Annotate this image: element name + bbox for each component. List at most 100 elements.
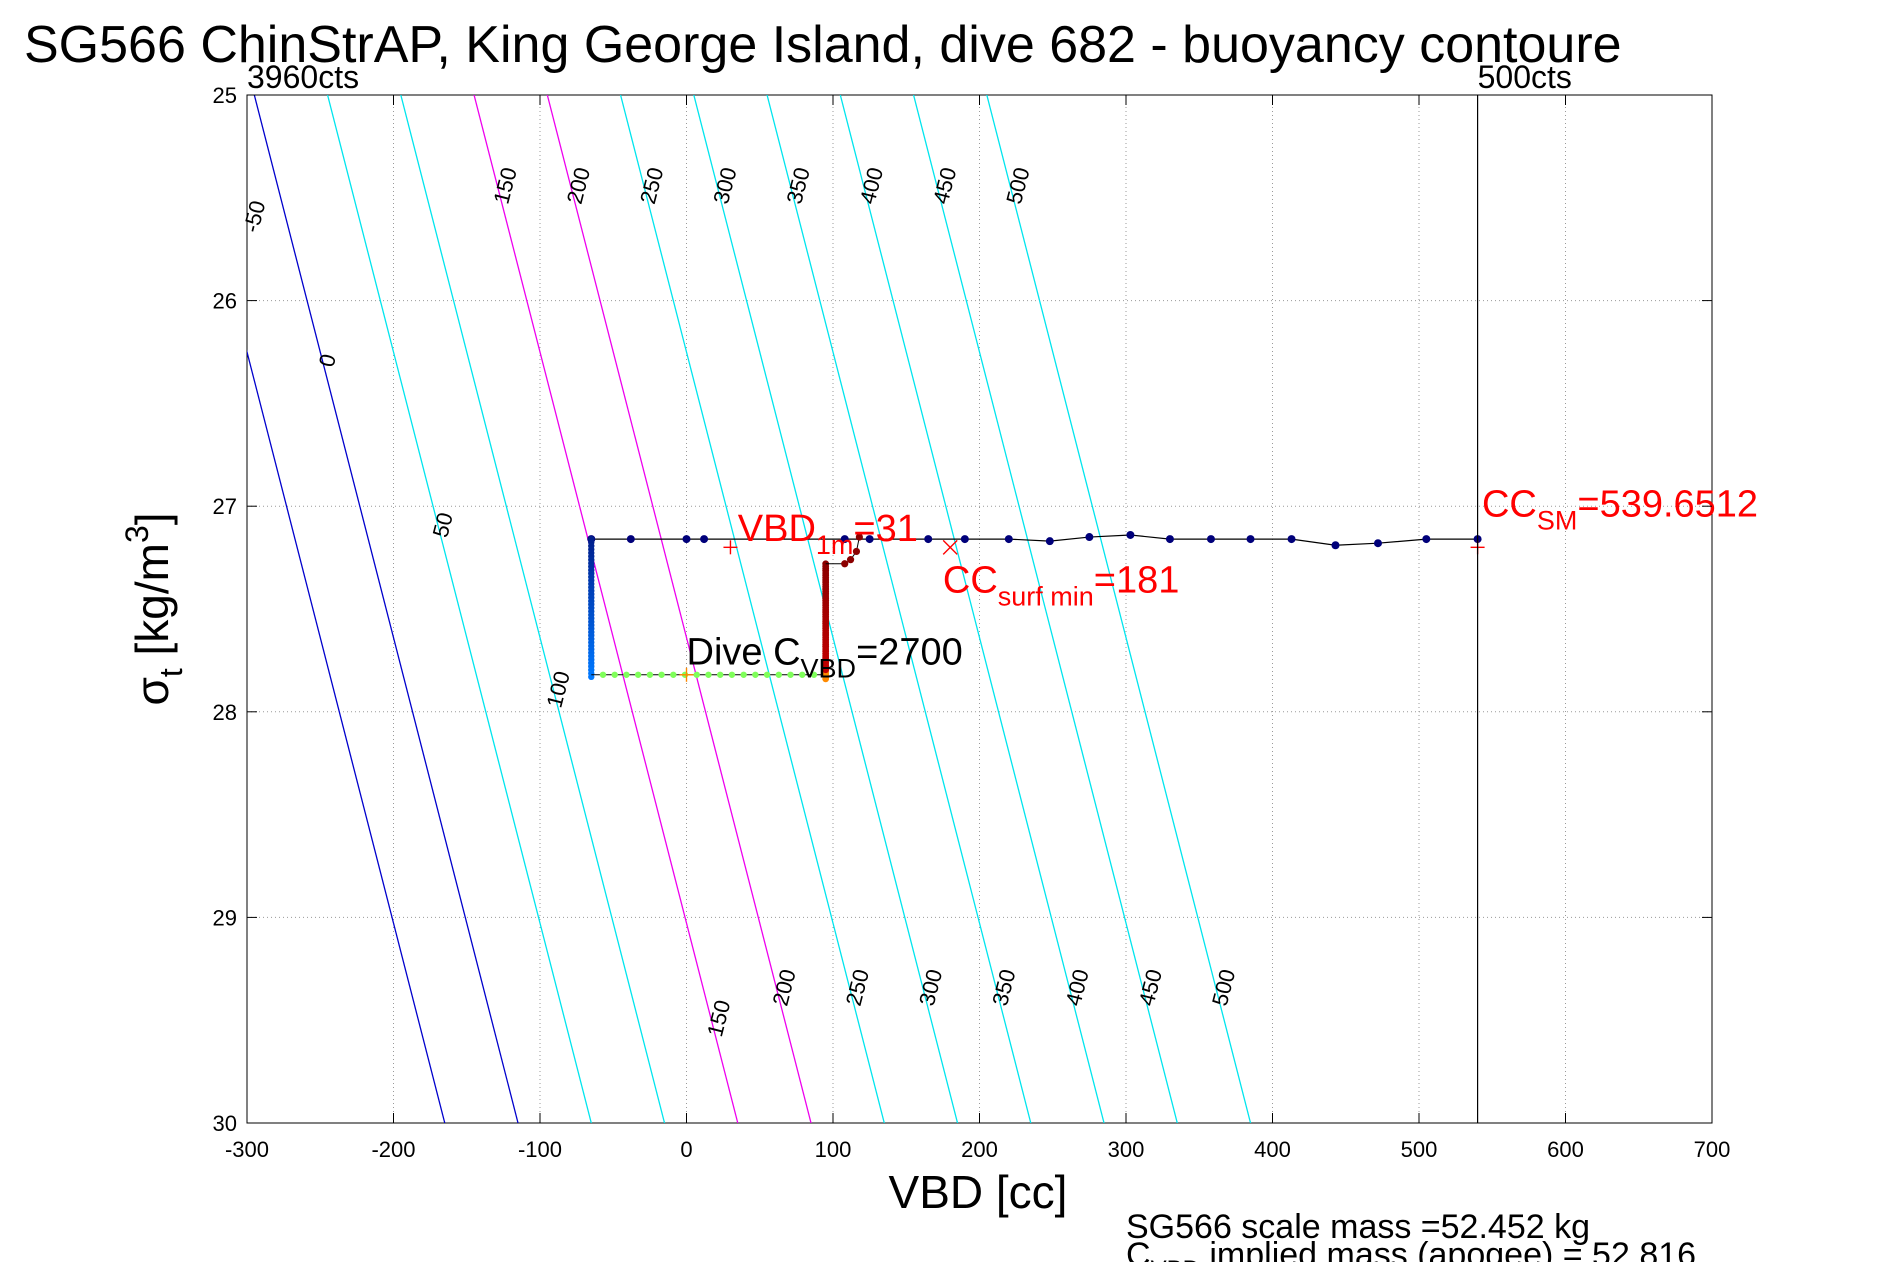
x-tick-label: -200	[371, 1137, 415, 1162]
annotation-label: CCSM=539.6512	[1482, 483, 1758, 535]
ascent-hook-point	[841, 560, 849, 568]
top-count-label: 3960cts	[247, 59, 359, 95]
apogee-trace-point	[693, 671, 700, 678]
apogee-trace-point	[787, 671, 794, 678]
contour-line	[253, 95, 519, 1123]
x-tick-label: 600	[1547, 1137, 1584, 1162]
ascent-hook-point	[855, 533, 863, 541]
apogee-trace-point	[646, 671, 654, 678]
ascent-hook-point	[846, 556, 855, 564]
surface-trace-point	[1206, 535, 1215, 544]
annotation-label-main: Dive C	[687, 632, 801, 674]
footer-line-main: C	[1126, 1236, 1151, 1262]
axes: -300 -200 -100 0 100 200 300 400 500 600 700252627…	[213, 59, 1731, 1162]
annotation-label: Dive CVBD=2700	[687, 632, 963, 684]
apogee-trace-point	[799, 671, 806, 678]
apogee-trace-point	[658, 671, 665, 678]
y-tick-label: 29	[213, 905, 237, 930]
annotation-label: VBD1m=31	[738, 508, 918, 560]
surface-trace-point	[924, 535, 933, 544]
contour-line	[839, 95, 1105, 1123]
y-axis-label: σt [kg/m3]	[119, 512, 189, 705]
apogee-trace-point	[670, 671, 677, 678]
contour-line	[546, 95, 812, 1123]
x-tick-label: 300	[1108, 1137, 1145, 1162]
surface-trace-point	[1004, 535, 1013, 544]
x-tick-label: 500	[1401, 1137, 1438, 1162]
surface-trace-point	[1331, 541, 1340, 550]
annotation-label-rest: =539.6512	[1577, 483, 1758, 525]
footer-line-main: SG566 scale mass =52.452 kg	[1126, 1208, 1590, 1246]
apogee-trace-point	[623, 671, 630, 678]
chart-title: SG566 ChinStrAP, King George Island, div…	[24, 16, 1622, 74]
contour-label: 50	[428, 510, 458, 540]
x-tick-label: 0	[680, 1137, 692, 1162]
annotation-label-rest: =181	[1094, 560, 1180, 602]
gridlines	[247, 95, 1712, 1123]
surface-trace-point	[1246, 535, 1255, 544]
apogee-trace-point	[728, 671, 736, 678]
apogee-trace-point	[611, 671, 618, 678]
x-axis-label: VBD [cc]	[889, 1166, 1068, 1218]
annotation-label: CCsurf min=181	[943, 560, 1180, 612]
annotation-label-rest: =2700	[856, 632, 963, 674]
annotation-label-sub: VBD	[801, 654, 857, 684]
apogee-trace-point	[599, 671, 607, 678]
ascent-hook-point	[852, 547, 861, 556]
surface-trace-point	[700, 535, 709, 544]
apogee-trace-point	[752, 671, 759, 678]
surface-trace-point	[626, 535, 635, 544]
footer-line-rest: implied mass (apogee) = 52.816	[1200, 1236, 1696, 1262]
footer-line: CVBD implied mass (apogee) = 52.816	[1126, 1236, 1696, 1262]
y-tick-label: 25	[213, 83, 237, 108]
x-tick-label: 200	[961, 1137, 998, 1162]
surface-trace-point	[960, 535, 969, 544]
annotation-label-sub: SM	[1537, 505, 1578, 535]
annotation-label-main: VBD	[738, 508, 816, 550]
x-tick-label: 700	[1694, 1137, 1731, 1162]
surface-trace-point	[1085, 533, 1094, 542]
surface-trace-point	[840, 535, 849, 544]
top-count-label: 500cts	[1478, 59, 1572, 95]
surface-trace-point	[865, 535, 874, 544]
footer-line: SG566 scale mass =52.452 kg	[1126, 1208, 1590, 1246]
surface-trace-point	[1045, 537, 1054, 546]
annotation-label-rest: =31	[853, 508, 917, 550]
footer-line-sub: VBD	[1151, 1256, 1200, 1262]
apogee-trace-point	[775, 671, 782, 678]
x-tick-label: 400	[1254, 1137, 1291, 1162]
x-tick-label: -100	[518, 1137, 562, 1162]
apogee-trace-point	[763, 671, 771, 678]
surface-trace-point	[682, 535, 691, 544]
surface-trace-point	[1373, 539, 1382, 548]
y-tick-label: 26	[213, 289, 237, 314]
apogee-trace-point	[810, 671, 818, 678]
contour-line	[247, 349, 446, 1123]
y-tick-label: 28	[213, 700, 237, 725]
marker-symbols	[679, 95, 1485, 1123]
contour-line	[619, 95, 885, 1123]
contour-line	[326, 95, 592, 1123]
buoyancy-contours	[247, 95, 1252, 1123]
footer-notes: SG566 scale mass =52.452 kgCVBD implied …	[1126, 1208, 1696, 1262]
x-tick-label: 100	[815, 1137, 852, 1162]
y-tick-label: 30	[213, 1111, 237, 1136]
annotation-label-sub: surf min	[998, 582, 1094, 612]
surface-trace-line	[591, 534, 1478, 546]
ascent-trace-point	[822, 560, 830, 568]
contour-label: 0	[314, 351, 341, 369]
contour-line	[912, 95, 1178, 1123]
annotation-label-main: CC	[1482, 483, 1537, 525]
x-tick-label: -300	[225, 1137, 269, 1162]
surface-trace-point	[1126, 530, 1135, 539]
annotation-label-sub: 1m	[816, 530, 854, 560]
surface-trace-point	[1287, 535, 1296, 544]
surface-trace-point	[1422, 535, 1431, 544]
surface-trace-point	[1165, 535, 1174, 544]
plot-frame	[246, 94, 1713, 1124]
x-marker	[942, 539, 958, 555]
contour-line	[400, 95, 666, 1123]
